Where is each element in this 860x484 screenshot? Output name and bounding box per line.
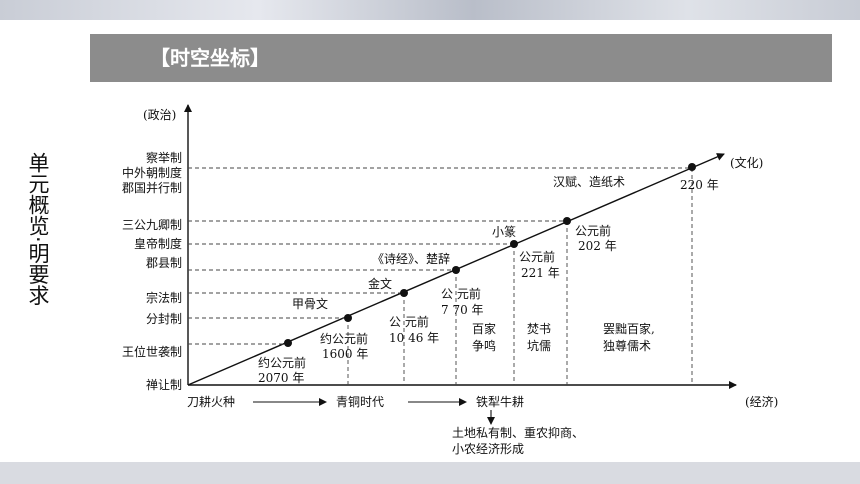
point-220ad bbox=[688, 163, 696, 171]
p2-culture: 甲骨文 bbox=[292, 296, 328, 311]
label-junguo: 郡国并行制 bbox=[122, 181, 182, 195]
econ-daogeng: 刀耕火种 bbox=[187, 394, 235, 409]
political-labels: 察举制 中外朝制度 郡国并行制 三公九卿制 皇帝制度 郡县制 宗法制 分封制 王… bbox=[122, 151, 182, 392]
p3-date: 公 元前 bbox=[389, 314, 429, 329]
top-decoration-band bbox=[0, 0, 860, 20]
point-2070bc bbox=[284, 339, 292, 347]
p4-year: 7 70 年 bbox=[441, 303, 484, 317]
label-wangwei: 王位世袭制 bbox=[122, 344, 182, 359]
section-title: 【时空坐标】 bbox=[150, 46, 270, 70]
p1-date: 约公元前 bbox=[258, 355, 306, 370]
point-1600bc bbox=[344, 314, 352, 322]
p3-year: 10 46 年 bbox=[389, 331, 439, 345]
note-zhengming: 争鸣 bbox=[472, 338, 496, 353]
p7-culture: 汉赋、造纸术 bbox=[553, 175, 625, 189]
p6-year: 202 年 bbox=[578, 239, 617, 253]
econ-xiaonong: 小农经济形成 bbox=[452, 441, 524, 456]
y-axis-label: (政治) bbox=[143, 108, 176, 122]
label-junxian: 郡县制 bbox=[146, 256, 182, 270]
culture-axis-label: (文化) bbox=[730, 155, 763, 170]
side-title: 单元概览·明要求 bbox=[26, 152, 50, 306]
econ-qingtong: 青铜时代 bbox=[336, 394, 384, 409]
p2-date: 约公元前 bbox=[320, 331, 368, 346]
note-fenshu: 焚书 bbox=[527, 322, 551, 336]
point-annotations: 约公元前 2070 年 甲骨文 约公元前 1600 年 金文 公 元前 10 4… bbox=[258, 175, 719, 385]
econ-tieli: 铁犁牛耕 bbox=[476, 394, 524, 409]
label-chaju: 察举制 bbox=[146, 151, 182, 165]
p7-year: 220 年 bbox=[680, 178, 719, 192]
label-huangdi: 皇帝制度 bbox=[134, 236, 182, 251]
economy-arrows bbox=[253, 398, 495, 425]
p5-date: 公元前 bbox=[519, 249, 555, 264]
p2-year: 1600 年 bbox=[322, 347, 368, 361]
label-zhongwaichao: 中外朝制度 bbox=[122, 165, 182, 180]
p1-year: 2070 年 bbox=[258, 371, 304, 385]
event-notes: 百家 争鸣 焚书 坑儒 罢黜百家, 独尊儒术 bbox=[472, 321, 655, 353]
p4-culture: 《诗经》、楚辞 bbox=[372, 251, 450, 266]
vertical-guides bbox=[347, 168, 693, 385]
point-770bc bbox=[452, 266, 460, 274]
p6-date: 公元前 bbox=[575, 223, 611, 238]
p5-culture: 小篆 bbox=[492, 224, 516, 239]
econ-tudi: 土地私有制、重农抑商、 bbox=[452, 425, 584, 440]
note-baijia: 百家 bbox=[472, 321, 496, 336]
label-sangong: 三公九卿制 bbox=[122, 218, 182, 232]
label-zongfa: 宗法制 bbox=[146, 290, 182, 305]
label-fenfeng: 分封制 bbox=[146, 312, 182, 326]
point-202bc bbox=[563, 217, 571, 225]
x-axis-label: (经济) bbox=[745, 394, 778, 409]
bottom-decoration-band bbox=[0, 462, 860, 484]
note-bachu: 罢黜百家, bbox=[603, 321, 655, 336]
note-duzun: 独尊儒术 bbox=[603, 338, 651, 353]
section-header-bar bbox=[90, 34, 832, 82]
horizontal-guides bbox=[188, 167, 692, 345]
p4-date: 公 元前 bbox=[441, 286, 481, 301]
note-kengru: 坑儒 bbox=[527, 338, 551, 353]
point-221bc bbox=[510, 240, 518, 248]
timeline-points bbox=[284, 163, 696, 347]
point-1046bc bbox=[400, 289, 408, 297]
economy-row: 刀耕火种 青铜时代 铁犁牛耕 土地私有制、重农抑商、 小农经济形成 bbox=[187, 394, 584, 456]
p5-year: 221 年 bbox=[521, 266, 560, 280]
p3-culture: 金文 bbox=[368, 276, 392, 291]
label-shanrang: 禅让制 bbox=[146, 378, 182, 392]
